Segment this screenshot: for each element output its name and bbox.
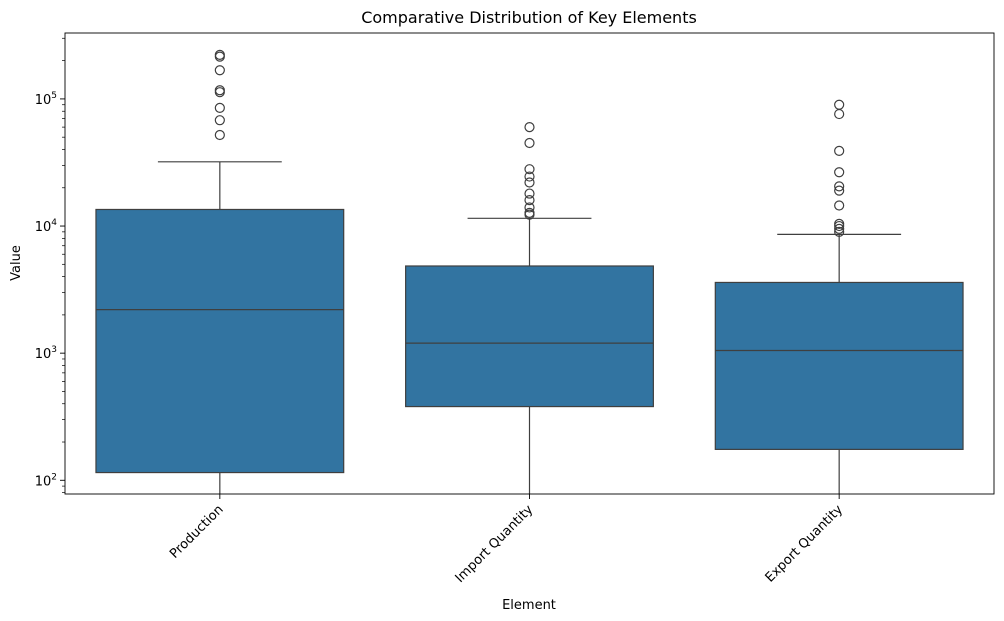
outlier-point	[524, 207, 535, 218]
x-tick-label: Production	[167, 502, 227, 562]
outlier-point	[524, 122, 535, 133]
outlier-point	[834, 167, 845, 178]
outlier-point	[834, 200, 845, 211]
outlier-point	[524, 164, 535, 175]
box-iqr	[405, 265, 654, 408]
outlier-point	[524, 194, 535, 206]
x-tick-label: Import Quantity	[453, 502, 537, 586]
y-tick-label: 104	[35, 218, 58, 235]
x-axis: Production Import Quantity Export Quantity	[167, 494, 846, 586]
outlier-point	[524, 202, 535, 213]
outlier-point	[834, 218, 845, 229]
outlier-point	[214, 85, 225, 96]
y-tick-label: 102	[35, 472, 57, 489]
box-iqr	[95, 208, 345, 474]
box-1	[405, 122, 654, 494]
outlier-point	[834, 145, 845, 156]
outlier-point	[834, 223, 845, 234]
outlier-point	[214, 115, 225, 126]
outlier-point	[214, 102, 225, 113]
outlier-point	[834, 185, 845, 196]
y-tick-label: 105	[35, 91, 57, 108]
outlier-point	[834, 181, 845, 192]
y-axis: 102 103 104 105	[35, 37, 65, 493]
box-0	[95, 49, 345, 494]
outlier-point	[524, 188, 535, 199]
x-axis-label: Element	[502, 598, 556, 613]
outlier-point	[834, 108, 845, 120]
outlier-point	[524, 171, 535, 182]
outlier-point	[524, 137, 535, 149]
outlier-point	[834, 99, 845, 110]
outlier-point	[214, 49, 225, 60]
box-2	[714, 99, 964, 494]
box-iqr	[714, 281, 964, 450]
outlier-point	[214, 65, 225, 76]
outlier-point	[214, 129, 225, 141]
y-tick-label: 103	[35, 345, 57, 362]
chart-title: Comparative Distribution of Key Elements	[361, 8, 697, 27]
y-axis-label: Value	[9, 245, 24, 281]
x-tick-label: Export Quantity	[763, 502, 847, 586]
outlier-point	[834, 226, 845, 237]
outlier-point	[524, 177, 535, 188]
plot-area	[95, 49, 964, 494]
